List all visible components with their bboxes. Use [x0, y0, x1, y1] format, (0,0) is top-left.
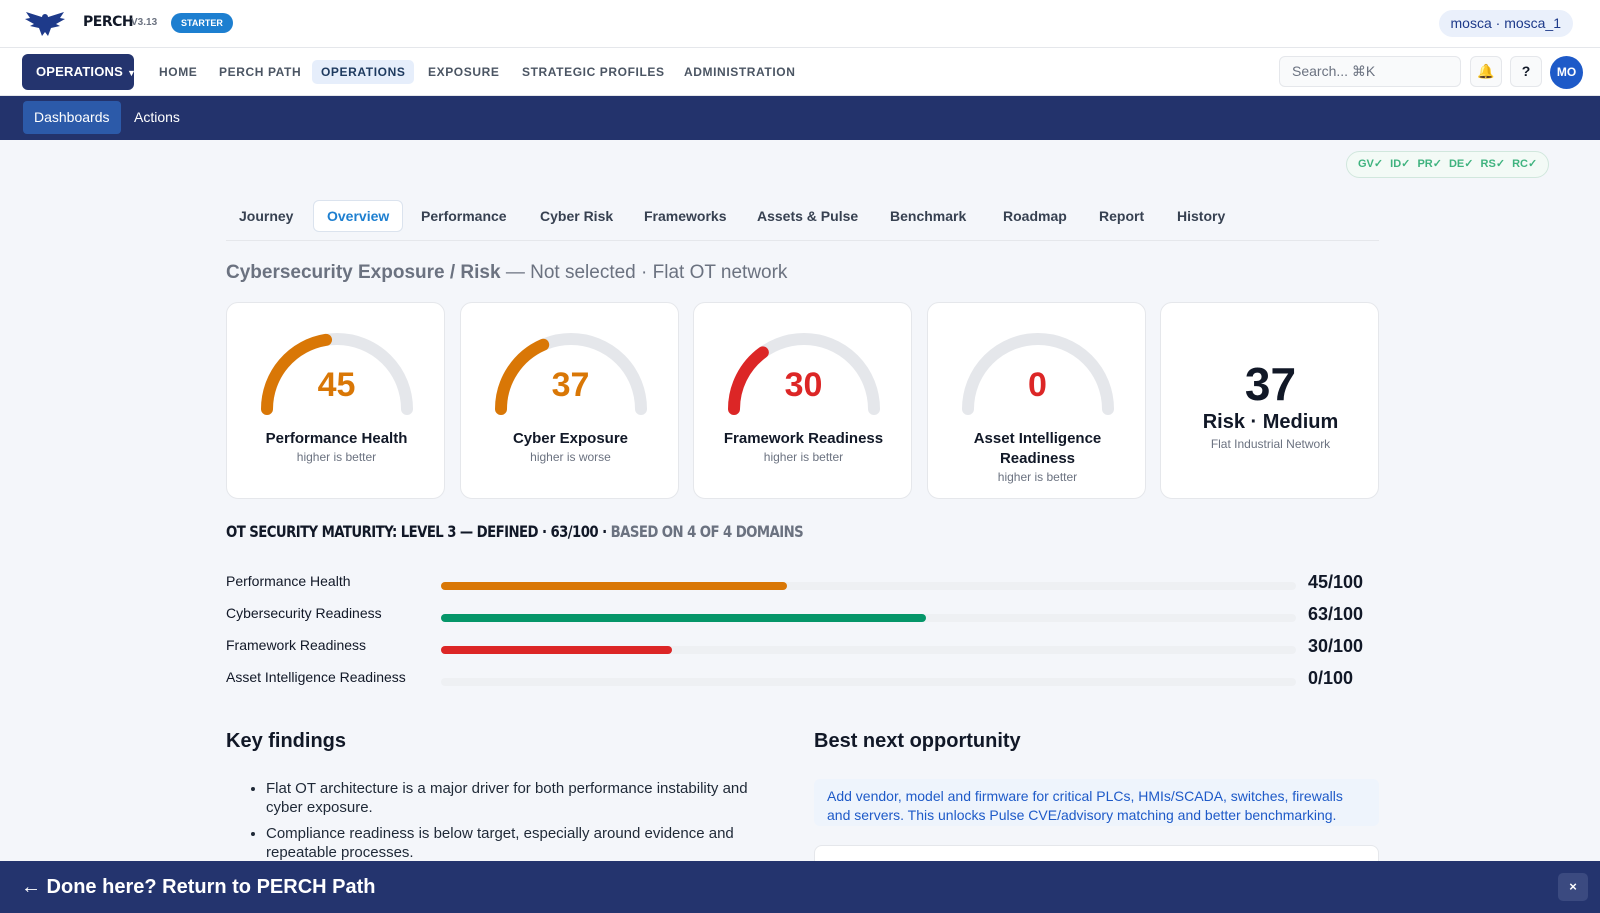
bar-fill [441, 582, 788, 590]
opportunity-callout[interactable]: Add vendor, model and firmware for criti… [814, 779, 1379, 826]
maturity-bar-cybersecurity-readiness: Cybersecurity Readiness 63/100 [226, 603, 1363, 625]
maturity-bar-framework-readiness: Framework Readiness 30/100 [226, 635, 1363, 657]
risk-score: 37 [1244, 358, 1297, 410]
kpi-value: 45 [317, 366, 356, 404]
maturity-heading: OT SECURITY MATURITY: LEVEL 3 — DEFINED … [226, 522, 804, 541]
bar-value: 0/100 [1308, 668, 1354, 688]
nav-item-home[interactable]: HOME [159, 65, 198, 79]
kpi-card-framework-readiness[interactable]: 30 Framework Readiness higher is better [693, 302, 912, 499]
return-banner: ← Done here? Return to PERCH Path × [0, 861, 1600, 913]
nav-item-perch-path[interactable]: PERCH PATH [219, 65, 302, 79]
kpi-hint: higher is worse [530, 450, 611, 464]
maturity-bar-asset-intelligence: Asset Intelligence Readiness 0/100 [226, 667, 1356, 689]
kpi-value: 30 [784, 366, 823, 404]
bar-label: Asset Intelligence Readiness [226, 669, 406, 685]
list-item: Flat OT architecture is a major driver f… [266, 779, 766, 817]
bar-fill [441, 646, 672, 654]
avatar[interactable]: MO [1550, 56, 1583, 89]
bar-track [441, 646, 1296, 654]
nav-item-strategic-profiles[interactable]: STRATEGIC PROFILES [522, 65, 665, 79]
tab-report[interactable]: Report [1099, 208, 1145, 224]
caret-down-icon: ▼ [127, 68, 137, 78]
kpi-hint: higher is better [296, 450, 377, 464]
tab-cyber-risk[interactable]: Cyber Risk [540, 208, 614, 224]
kpi-card-asset-intelligence[interactable]: 0 Asset Intelligence Readiness higher is… [927, 302, 1146, 499]
module-switcher-label: OPERATIONS [36, 64, 123, 79]
opportunity-title: Best next opportunity [814, 730, 1021, 752]
kpi-hint: higher is better [763, 450, 844, 464]
gauge-asset-intelligence [962, 333, 1114, 415]
maturity-basis: BASED ON 4 OF 4 DOMAINS [610, 522, 804, 541]
tab-performance[interactable]: Performance [421, 208, 507, 224]
kpi-title: Cyber Exposure [512, 430, 629, 447]
maturity-bar-performance-health: Performance Health 45/100 [226, 571, 1363, 593]
version-label: V3.13 [131, 17, 158, 28]
top-bar: PERCH V3.13 STARTER mosca · mosca_1 [0, 0, 1600, 48]
nav-item-operations[interactable]: OPERATIONS [312, 60, 415, 84]
tab-assets-pulse[interactable]: Assets & Pulse [757, 208, 859, 224]
kpi-value: 37 [551, 366, 590, 404]
subtab-actions[interactable]: Actions [134, 109, 180, 125]
kpi-hint: higher is better [997, 470, 1078, 484]
nav-item-administration[interactable]: ADMINISTRATION [684, 65, 796, 79]
bar-track [441, 582, 1296, 590]
bar-track [441, 614, 1296, 622]
plan-badge: STARTER [171, 13, 233, 33]
nav-item-exposure[interactable]: EXPOSURE [428, 65, 500, 79]
bar-label: Cybersecurity Readiness [226, 605, 382, 621]
bar-track [441, 678, 1296, 686]
tab-roadmap[interactable]: Roadmap [1003, 208, 1067, 224]
tab-history[interactable]: History [1177, 208, 1226, 224]
main-nav: OPERATIONS ▼ HOME PERCH PATH OPERATIONS E… [0, 48, 1600, 96]
list-item: Compliance readiness is below target, es… [266, 824, 766, 862]
gauge-performance-health [261, 333, 413, 415]
gauge-framework-readiness [728, 333, 880, 415]
bell-icon[interactable]: 🔔 [1470, 56, 1502, 87]
kpi-title: Performance Health [265, 430, 408, 447]
search-input[interactable]: Search... ⌘K [1279, 56, 1461, 87]
section-title-main: Cybersecurity Exposure / Risk [226, 262, 501, 283]
tab-frameworks[interactable]: Frameworks [644, 208, 727, 224]
gauge-cyber-exposure [495, 333, 647, 415]
bar-value: 45/100 [1308, 572, 1364, 592]
risk-card[interactable]: 37 Risk · Medium Flat Industrial Network [1160, 302, 1379, 499]
key-findings-list: Flat OT architecture is a major driver f… [266, 779, 766, 869]
sub-nav: Dashboards Actions [0, 96, 1600, 140]
kpi-title: Asset Intelligence Readiness [973, 430, 1102, 467]
tab-overview[interactable]: Overview [313, 200, 404, 232]
kpi-card-performance-health[interactable]: 45 Performance Health higher is better [226, 302, 445, 499]
bar-label: Performance Health [226, 573, 351, 589]
section-title-sub: — Not selected · Flat OT network [505, 262, 788, 283]
kpi-title: Framework Readiness [723, 430, 884, 447]
tab-journey[interactable]: Journey [239, 208, 294, 224]
key-findings-title: Key findings [226, 730, 347, 752]
tab-benchmark[interactable]: Benchmark [890, 208, 967, 224]
risk-network-type: Flat Industrial Network [1210, 437, 1331, 451]
csf-status-chips: GV✓ ID✓ PR✓ DE✓ RS✓ RC✓ [1346, 151, 1550, 178]
return-to-path-link[interactable]: ← Done here? Return to PERCH Path [21, 876, 376, 898]
bar-value: 30/100 [1308, 636, 1364, 656]
risk-level: Risk · Medium [1202, 411, 1339, 433]
help-icon[interactable]: ? [1510, 56, 1542, 87]
bar-fill [441, 614, 926, 622]
bar-label: Framework Readiness [226, 637, 367, 653]
dashboard-tabs: Journey Overview Performance Cyber Risk … [226, 199, 1379, 241]
page-title: Cybersecurity Exposure / Risk — Not sele… [226, 262, 787, 284]
kpi-card-cyber-exposure[interactable]: 37 Cyber Exposure higher is worse [460, 302, 679, 499]
brand-name: PERCH [83, 14, 134, 30]
maturity-level: OT SECURITY MATURITY: LEVEL 3 — DEFINED … [226, 522, 607, 541]
kpi-value: 0 [1028, 366, 1047, 404]
module-switcher-button[interactable]: OPERATIONS ▼ [22, 54, 137, 90]
user-menu[interactable]: mosca · mosca_1 [1438, 10, 1573, 37]
bar-value: 63/100 [1308, 604, 1364, 624]
eagle-logo-icon[interactable] [24, 10, 66, 38]
subtab-dashboards[interactable]: Dashboards [23, 101, 121, 134]
close-icon[interactable]: × [1558, 873, 1588, 901]
